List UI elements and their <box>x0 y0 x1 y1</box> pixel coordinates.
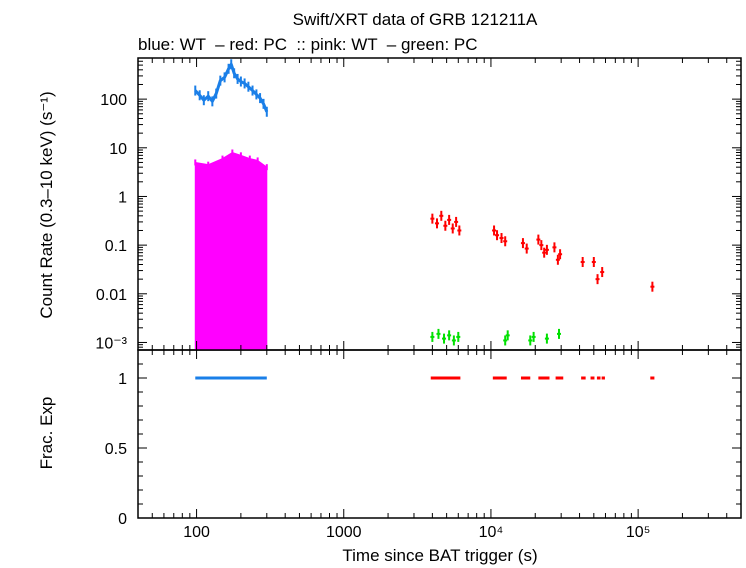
y-axis-label-frac-exp: Frac. Exp <box>37 397 56 470</box>
x-tick-label: 10⁴ <box>479 524 504 541</box>
chart-title: Swift/XRT data of GRB 121211A <box>293 10 538 29</box>
y-tick-label: 1 <box>118 189 127 206</box>
x-axis-label: Time since BAT trigger (s) <box>342 546 537 565</box>
y-tick-label: 0.01 <box>96 287 127 304</box>
wt-line-series <box>194 62 269 113</box>
y-tick-label: 100 <box>100 92 127 109</box>
count-rate-panel: 100 10 1 0.1 0.01 10⁻³ <box>95 57 742 352</box>
wt-band-series <box>194 151 268 351</box>
fraction-exposure-panel: 100 1000 10⁴ 10⁵ 1 0.5 0 <box>105 349 742 541</box>
y-tick-label: 10⁻³ <box>95 335 127 352</box>
y-tick-label: 1 <box>118 371 127 388</box>
chart-subtitle: blue: WT – red: PC :: pink: WT – green: … <box>138 35 478 54</box>
y-tick-label: 0.1 <box>105 238 127 255</box>
y-axis-label-count-rate: Count Rate (0.3–10 keV) (s⁻¹) <box>37 91 56 318</box>
plot-frame <box>137 349 742 519</box>
x-tick-label: 10⁵ <box>626 524 650 541</box>
y-tick-label: 10 <box>109 141 127 158</box>
x-tick-label: 1000 <box>326 524 362 541</box>
y-tick-label: 0 <box>118 511 127 528</box>
y-tick-label: 0.5 <box>105 441 127 458</box>
x-tick-label: 100 <box>183 524 210 541</box>
